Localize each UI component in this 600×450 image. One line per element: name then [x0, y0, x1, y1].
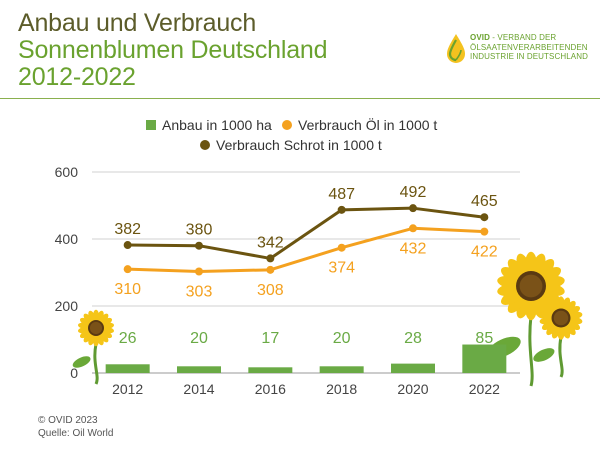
- source-note: Quelle: Oil World: [38, 428, 114, 439]
- ovid-logo: OVID - VERBAND DER ÖLSAATENVERARBEITENDE…: [444, 30, 594, 70]
- sunflower-large-right: [487, 251, 565, 387]
- logo-brand: OVID: [470, 33, 490, 42]
- sunflower-decorations: [72, 251, 583, 387]
- oel-point: [337, 243, 346, 252]
- anbau-bar: [462, 344, 507, 373]
- oel-point: [480, 227, 489, 236]
- schrot-point: [480, 213, 489, 222]
- x-tick-label: 2014: [183, 381, 214, 397]
- schrot-value-label: 487: [328, 186, 355, 203]
- y-tick-label: 0: [70, 365, 78, 381]
- oel-point: [195, 267, 203, 276]
- x-tick-label: 2022: [469, 381, 500, 397]
- schrot-value-label: 465: [471, 193, 498, 210]
- x-tick-label: 2020: [397, 381, 428, 397]
- anbau-bar: [105, 364, 150, 373]
- sunflower-center-inner: [519, 274, 543, 298]
- x-tick-label: 2012: [112, 381, 143, 397]
- logo-line3: INDUSTRIE IN DEUTSCHLAND: [470, 52, 588, 61]
- title-line-2: Sonnenblumen Deutschland: [18, 36, 328, 64]
- anbau-bar: [177, 366, 221, 373]
- legend-anbau-swatch: [146, 120, 156, 130]
- sunflower-stem: [528, 315, 534, 387]
- schrot-line: [127, 206, 485, 260]
- oel-point: [409, 224, 417, 233]
- anbau-value-label: 28: [404, 330, 422, 347]
- schrot-point: [195, 241, 203, 250]
- anbau-value-label: 20: [190, 330, 208, 347]
- oel-line: [127, 226, 485, 273]
- anbau-value-label: 17: [261, 330, 279, 347]
- sunflower-center-inner: [553, 310, 569, 326]
- anbau-bar: [319, 366, 364, 373]
- logo-line1: - VERBAND DER: [489, 33, 557, 42]
- legend-oel-swatch: [282, 120, 292, 130]
- schrot-point: [266, 254, 275, 263]
- legend-anbau-label: Anbau in 1000 ha: [162, 117, 272, 133]
- schrot-point: [409, 204, 417, 213]
- legend-schrot-label: Verbrauch Schrot in 1000 t: [216, 137, 382, 153]
- x-tick-label: 2016: [255, 381, 286, 397]
- legend-oel-label: Verbrauch Öl in 1000 t: [298, 116, 437, 133]
- header-divider: [0, 98, 600, 99]
- title-block: Anbau und Verbrauch Sonnenblumen Deutsch…: [18, 9, 328, 91]
- oil-drop-icon: [447, 34, 465, 63]
- y-axis-ticks: 0 200 400 600: [55, 164, 79, 381]
- schrot-point: [123, 241, 132, 250]
- title-line-3: 2012-2022: [18, 63, 136, 91]
- schrot-value-label: 382: [114, 221, 141, 238]
- schrot-point: [337, 205, 346, 214]
- anbau-bar: [248, 367, 293, 373]
- schrot-value-label: 380: [186, 222, 213, 239]
- x-tick-label: 2018: [326, 381, 357, 397]
- oel-value-label: 432: [400, 240, 427, 257]
- sunflower-stem: [93, 343, 99, 385]
- oel-value-label: 422: [471, 244, 498, 261]
- oel-value-label: 374: [328, 260, 355, 277]
- footer: © OVID 2023 Quelle: Oil World: [38, 414, 113, 440]
- legend: Anbau in 1000 ha Verbrauch Öl in 1000 t Ve…: [146, 116, 437, 153]
- logo-line2: ÖLSAATENVERARBEITENDEN: [470, 42, 588, 52]
- x-axis-ticks: 2012 2014 2016 2018 2020 2022: [112, 381, 500, 397]
- oel-point: [266, 265, 275, 274]
- oel-value-label: 303: [186, 283, 213, 300]
- legend-schrot-swatch: [200, 140, 210, 150]
- title-line-1: Anbau und Verbrauch: [18, 9, 257, 37]
- data-labels: 26 20 17 20 28 85 310 303 308 374 432 422 382 380 342 4…: [114, 184, 497, 347]
- grid: [92, 171, 520, 374]
- sunflower-small-left: [72, 309, 114, 385]
- oel-point: [123, 265, 132, 274]
- anbau-bar: [391, 363, 435, 373]
- sunflower-leaf: [533, 348, 555, 362]
- anbau-bars: [105, 344, 507, 373]
- line-series: [123, 204, 489, 276]
- sunflower-center-inner: [89, 321, 103, 335]
- sunflower-small-right: [533, 296, 583, 378]
- schrot-value-label: 492: [400, 184, 427, 201]
- anbau-value-label: 85: [475, 330, 493, 347]
- y-tick-label: 200: [55, 298, 79, 314]
- copyright: © OVID 2023: [38, 415, 98, 426]
- y-tick-label: 400: [55, 231, 79, 247]
- logo-text: OVID - VERBAND DER ÖLSAATENVERARBEITENDE…: [470, 33, 588, 62]
- anbau-value-label: 20: [333, 330, 351, 347]
- y-tick-label: 600: [55, 164, 79, 180]
- oel-value-label: 310: [114, 281, 141, 298]
- sunflower-leaf: [72, 356, 91, 368]
- sunflower-stem: [558, 336, 564, 378]
- schrot-value-label: 342: [257, 234, 284, 251]
- oel-value-label: 308: [257, 282, 284, 299]
- anbau-value-label: 26: [119, 330, 137, 347]
